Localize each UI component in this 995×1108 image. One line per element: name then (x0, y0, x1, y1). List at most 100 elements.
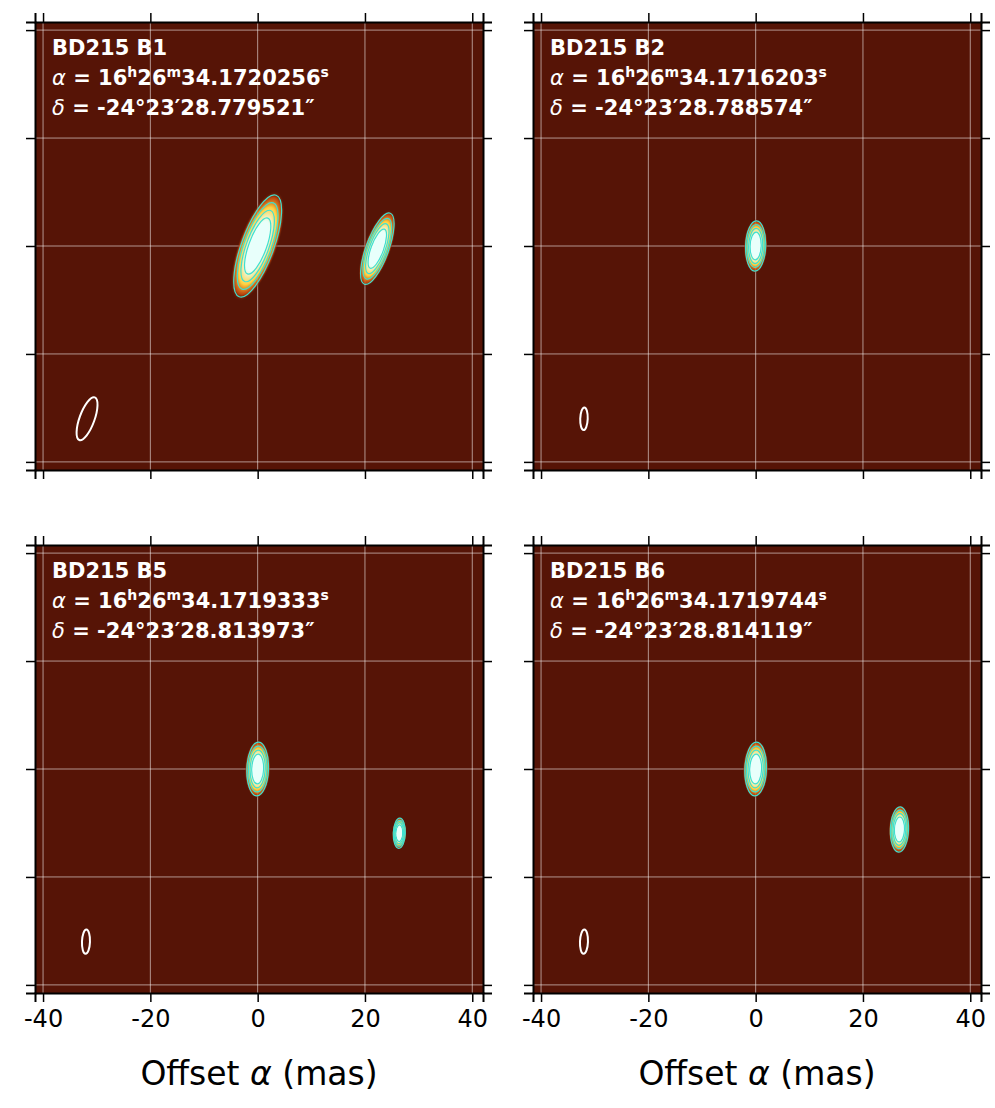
image-background (533, 22, 981, 470)
source-emission (742, 739, 770, 798)
contour (396, 825, 403, 842)
tick (524, 553, 533, 554)
contour (229, 198, 286, 294)
coordinate-label: α = 16h26m34.1719744s (550, 587, 827, 613)
panel: BD215 B1α = 16h26m34.1720256sδ = -24°23′… (26, 13, 492, 479)
axis-line (982, 23, 991, 471)
tick-mark (524, 661, 533, 663)
axis (981, 23, 990, 471)
tick (648, 536, 649, 545)
tick: 20 (848, 993, 879, 1033)
source-emission (888, 805, 911, 855)
tick-mark (472, 470, 474, 479)
image-background (533, 545, 981, 993)
coordinate-label: α = 16h26m34.1716203s (550, 64, 827, 90)
tick-label: 20 (350, 1005, 381, 1033)
contour (246, 742, 269, 797)
grid-line (533, 553, 981, 554)
tick-mark (863, 470, 865, 479)
contour (745, 221, 767, 272)
tick-mark (483, 138, 492, 140)
tick (524, 877, 533, 878)
tick: 40 (955, 993, 986, 1033)
source-core (750, 757, 761, 782)
tick-mark (365, 470, 367, 479)
tick-mark (981, 462, 990, 464)
tick-mark (524, 985, 533, 987)
tick (863, 13, 864, 22)
axis-title: Offset α (mas) (140, 1054, 377, 1093)
axis-line (524, 23, 534, 471)
tick (756, 470, 757, 479)
source (219, 185, 295, 308)
tick (483, 462, 492, 463)
tick (26, 877, 35, 878)
contour (354, 209, 401, 288)
axis-line (36, 536, 484, 546)
tick-mark (43, 470, 45, 479)
tick (981, 354, 990, 355)
tick (43, 536, 44, 545)
plot-area (35, 22, 483, 470)
axis (981, 546, 990, 994)
tick-mark (524, 30, 533, 32)
tick (483, 553, 492, 554)
tick (648, 13, 649, 22)
tick-mark (970, 536, 972, 545)
tick-mark (981, 246, 990, 248)
tick-mark (150, 470, 152, 479)
axis (26, 23, 36, 471)
axis (534, 470, 982, 479)
tick (524, 138, 533, 139)
grid-line (533, 984, 981, 985)
tick (981, 246, 990, 247)
source-core (396, 826, 402, 840)
tick-mark (472, 13, 474, 22)
contour (393, 818, 406, 849)
tick (365, 13, 366, 22)
tick (981, 138, 990, 139)
beam (82, 929, 91, 954)
grid-line (533, 876, 981, 877)
tick-mark (981, 138, 990, 140)
axis: -40-2002040 (522, 993, 986, 1033)
grid-line (35, 30, 483, 31)
tick-mark (524, 769, 533, 771)
tick-mark (524, 877, 533, 879)
tick (863, 470, 864, 479)
tick (981, 877, 990, 878)
tick-mark (150, 536, 152, 545)
tick (483, 30, 492, 31)
coordinate-label: δ = -24°23′28.779521″ (52, 96, 315, 120)
axis-line (484, 546, 493, 994)
tick-mark (648, 13, 650, 22)
contour (894, 817, 905, 842)
tick-mark (43, 13, 45, 22)
tick (648, 470, 649, 479)
source-core (243, 221, 273, 272)
tick (26, 30, 35, 31)
tick (524, 769, 533, 770)
tick (472, 536, 473, 545)
tick (756, 13, 757, 22)
tick-mark (26, 553, 35, 555)
panel-title: BD215 B5 (52, 559, 167, 583)
tick-mark (472, 993, 474, 1002)
tick-label: -20 (131, 1005, 170, 1033)
coordinate-label: δ = -24°23′28.813973″ (52, 619, 315, 643)
tick-mark (150, 993, 152, 1002)
axis (534, 536, 982, 546)
tick (541, 536, 542, 545)
tick (483, 246, 492, 247)
tick-mark (981, 985, 990, 987)
tick-mark (648, 993, 650, 1002)
tick-label: -20 (629, 1005, 668, 1033)
panel: -40-2002040BD215 B5α = 16h26m34.1719333s… (24, 536, 492, 1093)
source-core (252, 757, 263, 782)
tick (26, 354, 35, 355)
tick (258, 536, 259, 545)
tick (981, 462, 990, 463)
contour (891, 810, 908, 849)
tick-mark (755, 470, 757, 479)
tick (43, 13, 44, 22)
